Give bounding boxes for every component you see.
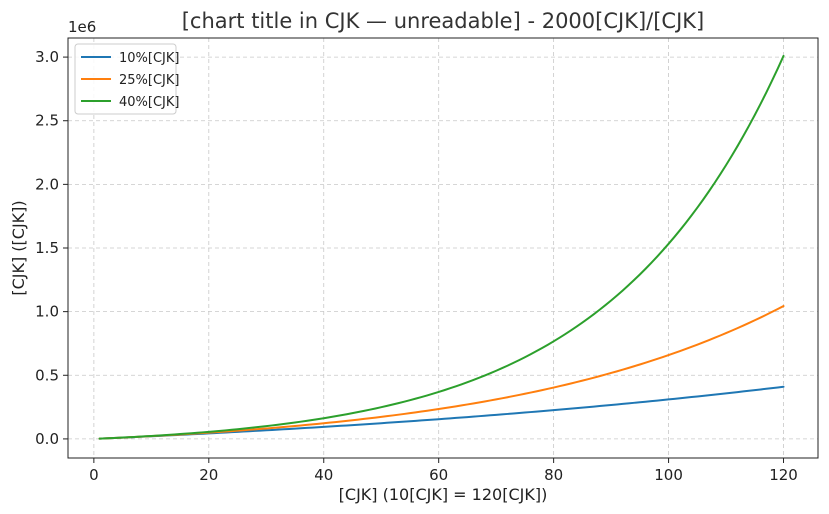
- y-tick-label: 3.0: [35, 48, 59, 66]
- grid-layer: [68, 38, 818, 458]
- x-tick-label: 100: [654, 466, 683, 484]
- legend: 10%[CJK] 25%[CJK] 40%[CJK]: [74, 43, 179, 115]
- legend-label-2: 40%[CJK]: [119, 95, 179, 110]
- y-tick-label: 1.0: [35, 303, 59, 321]
- legend-box: [74, 43, 177, 115]
- y-tick-label: 2.5: [35, 112, 59, 130]
- x-tick-label: 120: [769, 466, 798, 484]
- legend-label-1: 25%[CJK]: [119, 73, 179, 88]
- y-tick-label: 2.0: [35, 175, 59, 193]
- chart-title: [chart title in CJK — unreadable] - 2000…: [182, 9, 705, 33]
- x-tick-label: 40: [314, 466, 333, 484]
- y-tick-label: 1.5: [35, 239, 59, 257]
- x-tick-label: 80: [544, 466, 563, 484]
- x-axis: 0 20 40 60 80 100 120: [89, 458, 798, 484]
- series-line-0: [98, 385, 785, 440]
- y-tick-label: 0.0: [35, 430, 59, 448]
- y-axis-label: [CJK] ([CJK]): [9, 200, 28, 295]
- series-layer: [98, 54, 785, 440]
- legend-label-0: 10%[CJK]: [119, 51, 179, 66]
- x-axis-label: [CJK] (10[CJK] = 120[CJK]): [339, 485, 548, 504]
- y-offset-label: 1e6: [68, 18, 96, 36]
- x-tick-label: 60: [429, 466, 448, 484]
- series-line-2: [98, 54, 785, 440]
- x-tick-label: 0: [89, 466, 99, 484]
- y-tick-label: 0.5: [35, 366, 59, 384]
- y-axis: 0.0 0.5 1.0 1.5 2.0 2.5 3.0: [35, 48, 68, 448]
- x-tick-label: 20: [199, 466, 218, 484]
